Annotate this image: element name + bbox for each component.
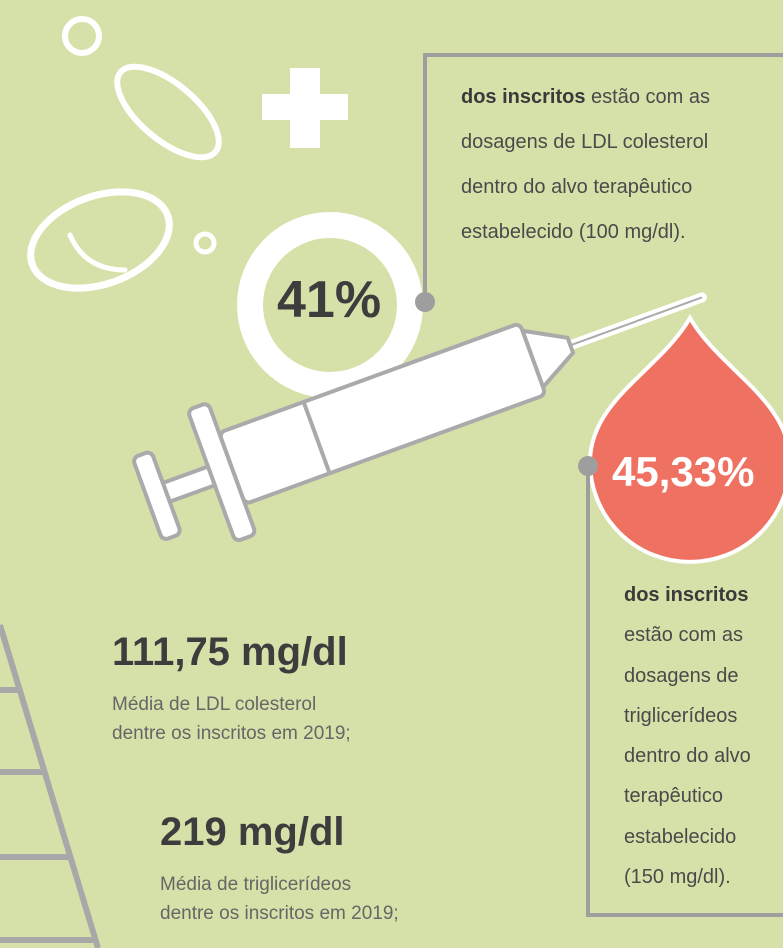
text-line: dos inscritos	[624, 575, 751, 615]
plus	[262, 68, 348, 148]
connector-dot	[578, 456, 598, 476]
pill-shine	[70, 235, 125, 270]
stat-value: 219 mg/dl	[160, 810, 345, 855]
stat-value: 111,75 mg/dl	[112, 630, 348, 675]
text-line: dosagens de LDL colesterol	[461, 120, 710, 165]
text-line: dentre os inscritos em 2019;	[112, 719, 351, 748]
pill	[17, 174, 182, 306]
text-line: estabelecido	[624, 817, 751, 857]
text-line: estabelecido (100 mg/dl).	[461, 210, 710, 255]
text-line: Média de LDL colesterol	[112, 690, 351, 719]
percent: 41%	[277, 270, 381, 330]
ladder	[0, 625, 98, 948]
bubble	[196, 234, 214, 252]
pill	[103, 51, 234, 174]
text-line: estão com as	[624, 615, 751, 655]
text-line: Média de triglicerídeos	[160, 870, 399, 899]
text: estão com as	[585, 86, 710, 108]
infographic: {"ldl_target": {"percent": "41%", "lead"…	[0, 0, 783, 948]
text-line: dosagens de	[624, 656, 751, 696]
text-line: triglicerídeos	[624, 696, 751, 736]
text-line: (150 mg/dl).	[624, 857, 751, 897]
percent: 45,33%	[612, 448, 754, 496]
lead: dos inscritos	[624, 584, 748, 606]
connector-dot	[415, 292, 435, 312]
text-line: dentre os inscritos em 2019;	[160, 899, 399, 928]
lead: dos inscritos	[461, 86, 585, 108]
text-line: dentro do alvo terapêutico	[461, 165, 710, 210]
page: html, body { margin: 0; padding: 0; } bo…	[0, 0, 783, 948]
ldl-target-text: dos inscritos estão com as dosagens de L…	[461, 75, 710, 255]
text-line: dos inscritos estão com as	[461, 75, 710, 120]
text-line: dentro do alvo	[624, 736, 751, 776]
drop	[590, 318, 783, 562]
bubble	[65, 19, 99, 53]
text-line: terapêutico	[624, 776, 751, 816]
